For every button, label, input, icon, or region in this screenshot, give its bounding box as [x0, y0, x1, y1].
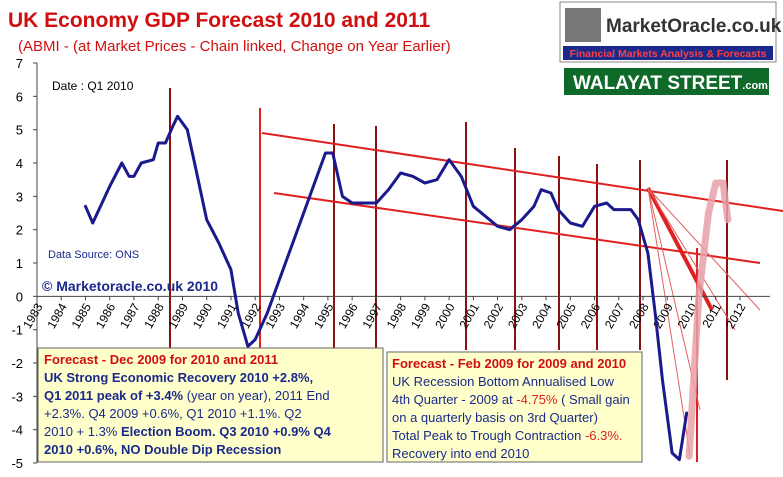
source-label: Data Source: ONS [48, 249, 139, 261]
y-tick-label: -3 [11, 389, 23, 404]
box-line: 2010 + 1.3% Election Boom. Q3 2010 +0.9%… [44, 424, 332, 439]
box-line: +2.3%. Q4 2009 +0.6%, Q1 2010 +1.1%. Q2 [44, 406, 302, 421]
box-segment: Recovery into end 2010 [392, 446, 529, 461]
box-segment: on a quarterly basis on 3rd Quarter) [392, 410, 598, 425]
logo-icon [565, 8, 601, 42]
box-segment: ( Small gain [558, 392, 630, 407]
series-line [685, 179, 732, 460]
logo-tagline-bg [563, 46, 773, 60]
box-line: Q1 2011 peak of +3.4% (year on year), 20… [44, 388, 330, 403]
y-tick-label: 5 [16, 123, 23, 138]
box-segment: UK Recession Bottom Annualised Low [392, 374, 614, 389]
y-tick-label: -5 [11, 456, 23, 471]
y-tick-label: 2 [16, 223, 23, 238]
box-segment: Total Peak to Trough Contraction [392, 428, 585, 443]
box-texts: Forecast - Dec 2009 for 2010 and 2011 UK … [44, 352, 630, 461]
logo-tagline: Financial Markets Analysis & Forecasts [570, 48, 767, 60]
box-segment: Election Boom. Q3 2010 +0.9% Q4 [121, 424, 332, 439]
box-segment: 2010 + 1.3% [44, 424, 121, 439]
box-line: 4th Quarter - 2009 at -4.75% ( Small gai… [392, 392, 630, 407]
y-tick-label: 1 [16, 256, 23, 271]
box-line: UK Strong Economic Recovery 2010 +2.8%, [44, 370, 313, 385]
y-tick-label: -4 [11, 423, 23, 438]
box-line: UK Recession Bottom Annualised Low [392, 374, 614, 389]
series-line [83, 114, 689, 462]
box-segment: -4.75% [516, 392, 558, 407]
y-tick-label: 6 [16, 89, 23, 104]
y-tick-label: 3 [16, 189, 23, 204]
y-tick-label: 0 [16, 289, 23, 304]
banner [562, 66, 771, 97]
box-line: 2010 +0.6%, NO Double Dip Recession [44, 442, 281, 457]
forecast-box [37, 347, 384, 463]
banner-main: WALAYAT STREET [573, 73, 743, 94]
box-title: Forecast - Dec 2009 for 2010 and 2011 [44, 352, 278, 367]
date-label: Date : Q1 2010 [52, 79, 134, 93]
forecast-box [386, 351, 643, 463]
box-segment: 2010 +0.6%, NO Double Dip Recession [44, 442, 281, 457]
y-tick-label: 7 [16, 56, 23, 71]
y-tick-label: 4 [16, 156, 23, 171]
banner-text: WALAYAT STREET.com [573, 73, 768, 94]
chart-subtitle: (ABMI - (at Market Prices - Chain linked… [18, 38, 451, 55]
box-segment: 4th Quarter - 2009 at [392, 392, 516, 407]
box-line: on a quarterly basis on 3rd Quarter) [392, 410, 598, 425]
y-tick-label: -1 [11, 323, 23, 338]
box-line: Recovery into end 2010 [392, 446, 529, 461]
y-tick-label: -2 [11, 356, 23, 371]
banner-suffix: .com [742, 80, 768, 92]
box-segment: Q1 2011 peak of +3.4% [44, 388, 184, 403]
copyright: © Marketoracle.co.uk 2010 [42, 278, 218, 294]
box-segment: +2.3%. Q4 2009 +0.6%, Q1 2010 +1.1%. Q2 [44, 406, 302, 421]
chart-title: UK Economy GDP Forecast 2010 and 2011 [8, 9, 430, 32]
box-title: Forecast - Feb 2009 for 2009 and 2010 [392, 356, 626, 371]
box-segment: UK Strong Economic Recovery 2010 +2.8%, [44, 370, 313, 385]
logo-text: MarketOracle.co.uk [606, 16, 782, 37]
box-line: Total Peak to Trough Contraction -6.3%. [392, 428, 623, 443]
box-segment: -6.3%. [585, 428, 623, 443]
box-segment: (year on year), 2011 End [183, 388, 329, 403]
